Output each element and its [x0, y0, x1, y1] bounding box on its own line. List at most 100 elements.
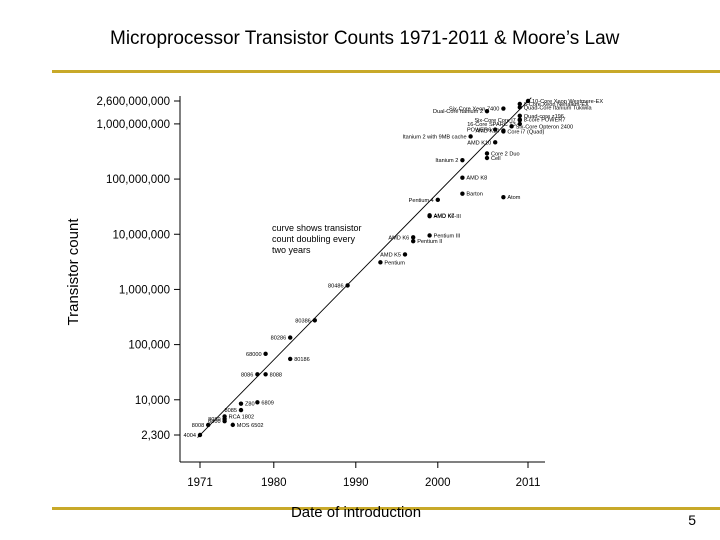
point-label: 8085 [225, 408, 237, 414]
data-point [525, 98, 531, 104]
data-point [484, 155, 490, 161]
data-point [263, 351, 268, 357]
data-point [255, 400, 260, 405]
data-point [501, 106, 506, 111]
point-label: Itanium 2 with 9MB cache [403, 134, 467, 140]
slide-number: 5 [688, 512, 696, 528]
y-tick-label: 100,000 [128, 340, 170, 352]
y-tick-label: 2,600,000,000 [96, 96, 170, 108]
data-point [517, 117, 522, 123]
point-label: AMD K8 [466, 176, 487, 182]
data-point [402, 252, 408, 257]
point-label: POWER6 [467, 128, 491, 134]
data-point [378, 260, 383, 265]
point-label: Core 2 Duo [491, 151, 520, 157]
data-point [435, 197, 440, 203]
data-point [484, 151, 490, 156]
point-label: 80186 [294, 357, 310, 363]
point-label: 80486 [328, 283, 344, 289]
data-point [509, 124, 514, 129]
point-label: 4004 [184, 433, 196, 439]
data-point [255, 372, 260, 377]
point-label: Itanium 2 [435, 158, 458, 164]
moores-law-trend-line [197, 97, 532, 438]
data-point [460, 175, 465, 180]
data-point [222, 418, 227, 424]
point-label: 80386 [295, 318, 311, 324]
point-label: 8008 [192, 423, 204, 429]
point-label: Z80 [245, 402, 255, 408]
x-tick-label: 2011 [516, 477, 541, 489]
data-point [517, 105, 522, 110]
point-label: AMD K7 [434, 213, 455, 219]
point-label: 10-Core Xeon Westmere-EX [532, 99, 603, 105]
point-label: 16-Core SPARC T3 [467, 122, 516, 128]
data-point [230, 422, 235, 428]
data-point [484, 108, 490, 114]
data-point [493, 140, 498, 145]
data-point [517, 113, 522, 119]
annotation-line: two years [272, 245, 311, 255]
y-tick-label: 10,000 [135, 395, 170, 407]
point-label: Atom [507, 195, 520, 201]
point-label: AMD K6 [388, 235, 409, 241]
data-point [263, 372, 268, 377]
point-label: AMD K10 [475, 129, 499, 135]
x-tick-label: 2000 [425, 477, 451, 489]
data-point [411, 235, 416, 240]
point-label: Pentium 4 [409, 198, 434, 204]
point-label: Pentium [384, 260, 405, 266]
point-label: AMD K6-III [434, 214, 462, 220]
point-label: 6800 [208, 419, 220, 425]
title-divider [52, 70, 720, 73]
point-label: AMD K5 [380, 252, 401, 258]
data-point [238, 401, 244, 406]
annotation-line: curve shows transistor [272, 223, 362, 233]
chart-annotation: curve shows transistor count doubling eve… [272, 223, 362, 255]
data-point [411, 238, 416, 244]
x-tick-label: 1990 [343, 477, 369, 489]
data-point [501, 194, 506, 200]
point-label: 8086 [241, 372, 253, 378]
data-point [427, 213, 432, 218]
y-tick-label: 2,300 [141, 430, 170, 442]
point-label: 6809 [261, 400, 273, 406]
data-point [288, 356, 293, 362]
point-label: 8080 [208, 417, 220, 423]
point-label: 8088 [270, 372, 282, 378]
point-label: RCA 1802 [229, 414, 255, 420]
points-layer [197, 98, 531, 438]
slide-title: Microprocessor Transistor Counts 1971-20… [110, 28, 620, 49]
point-label: 8-Core Xeon Nehalem-EX [524, 102, 589, 108]
point-label: Six-Core Opteron 2400 [516, 124, 574, 130]
data-point [427, 233, 432, 238]
point-label: Barton [466, 192, 482, 198]
data-point [501, 128, 506, 133]
data-point [288, 335, 293, 340]
point-label: 8-core POWER7 [524, 118, 566, 124]
data-point [493, 127, 498, 132]
data-point [206, 422, 211, 428]
data-point [197, 432, 203, 438]
y-tick-label: 100,000,000 [106, 174, 170, 186]
point-label: 80286 [271, 336, 287, 342]
chart-axes: 2,300 10,000 100,000 1,000,000 10,000,000 100… [96, 96, 545, 489]
data-point [517, 101, 522, 107]
point-label: MOS 6502 [237, 423, 264, 429]
trend-layer [197, 97, 532, 438]
point-label: Quad-core z196 [524, 114, 564, 120]
data-point [460, 157, 465, 163]
point-label: Core i7 (Quad) [507, 129, 544, 135]
point-label: Pentium II [417, 239, 443, 245]
point-label: Six-Core Core i7 [474, 118, 515, 124]
annotation-line: count doubling every [272, 234, 356, 244]
x-axis-title: Date of introduction [291, 504, 421, 521]
point-label: Cell [491, 156, 501, 162]
point-label: Pentium III [434, 233, 461, 239]
y-axis-title: Transistor count [65, 218, 82, 326]
point-label: 68000 [246, 352, 262, 358]
y-tick-label: 1,000,000 [119, 284, 170, 296]
data-point [222, 414, 227, 419]
